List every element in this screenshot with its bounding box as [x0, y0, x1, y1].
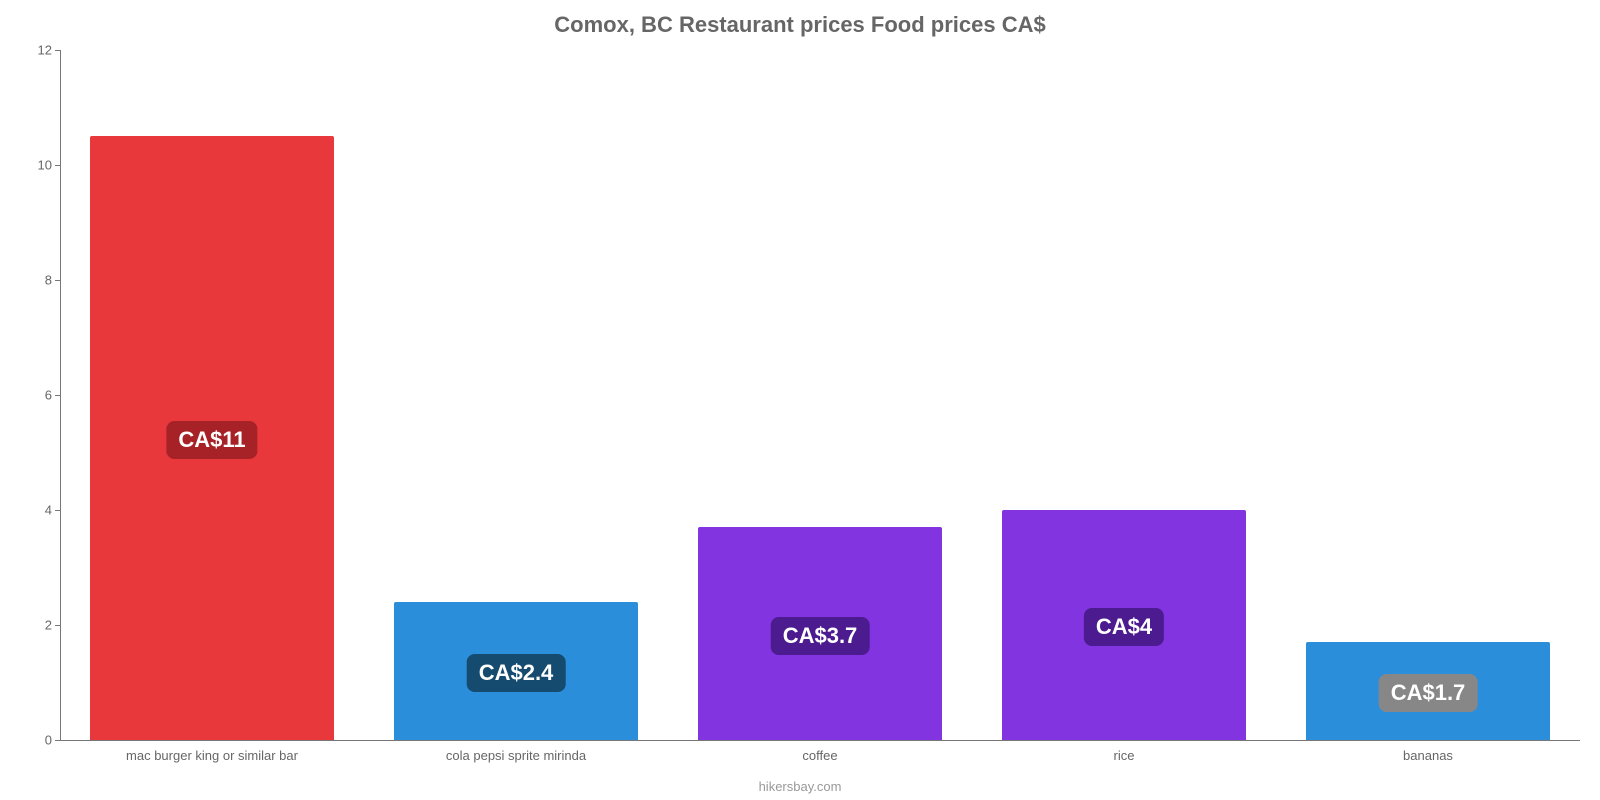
value-badge: CA$11: [166, 421, 257, 459]
y-tick-label: 8: [20, 273, 52, 288]
x-tick-label: rice: [1114, 748, 1135, 763]
attribution-text: hikersbay.com: [0, 779, 1600, 794]
chart-title: Comox, BC Restaurant prices Food prices …: [0, 0, 1600, 38]
value-badge: CA$3.7: [771, 617, 870, 655]
y-tick-mark: [55, 740, 60, 741]
y-tick-label: 2: [20, 618, 52, 633]
y-tick-label: 6: [20, 388, 52, 403]
y-tick-mark: [55, 280, 60, 281]
plot-area: 024681012mac burger king or similar barC…: [60, 50, 1580, 740]
value-badge: CA$1.7: [1379, 674, 1478, 712]
y-tick-mark: [55, 395, 60, 396]
y-tick-label: 4: [20, 503, 52, 518]
y-axis: [60, 50, 61, 740]
y-tick-mark: [55, 50, 60, 51]
y-tick-label: 12: [20, 43, 52, 58]
value-badge: CA$2.4: [467, 654, 566, 692]
x-tick-label: cola pepsi sprite mirinda: [446, 748, 586, 763]
x-tick-label: mac burger king or similar bar: [126, 748, 298, 763]
price-chart: Comox, BC Restaurant prices Food prices …: [0, 0, 1600, 800]
y-tick-mark: [55, 165, 60, 166]
x-tick-label: coffee: [802, 748, 837, 763]
x-axis: [60, 740, 1580, 741]
x-tick-label: bananas: [1403, 748, 1453, 763]
value-badge: CA$4: [1084, 608, 1164, 646]
y-tick-label: 10: [20, 158, 52, 173]
y-tick-mark: [55, 625, 60, 626]
y-tick-mark: [55, 510, 60, 511]
y-tick-label: 0: [20, 733, 52, 748]
